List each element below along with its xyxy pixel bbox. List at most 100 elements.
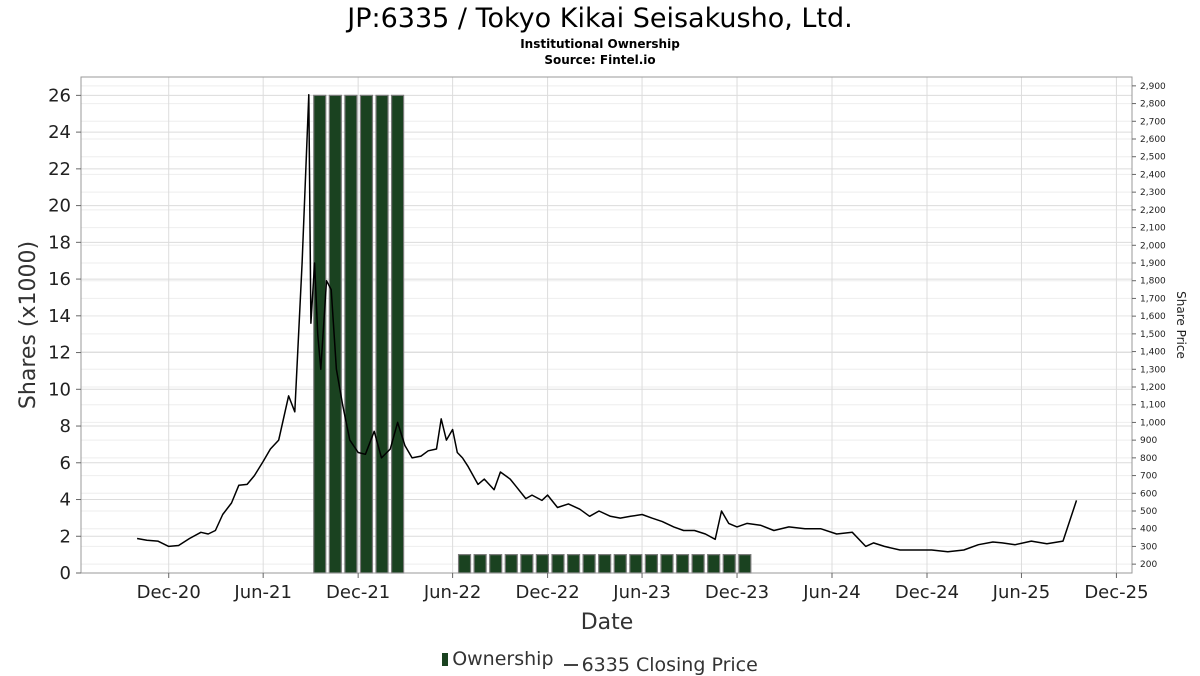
x-tick-label: Dec-25 [1084, 582, 1148, 603]
x-tick-label: Dec-21 [326, 582, 390, 603]
y-axis-label: Shares (x1000) [16, 241, 41, 409]
x-tick-label: Dec-24 [895, 582, 959, 603]
ownership-bar [344, 94, 358, 574]
right-tick-label: 600 [1140, 489, 1157, 499]
right-tick-label: 2,000 [1140, 241, 1166, 251]
ownership-bar [520, 554, 534, 574]
ownership-bar [675, 554, 690, 574]
right-tick-label: 2,300 [1140, 188, 1166, 198]
ownership-bar [489, 554, 503, 574]
right-tick-label: 2,400 [1140, 170, 1166, 180]
ownership-bar [390, 94, 405, 574]
closing-price-line [136, 93, 1078, 553]
right-tick-label: 2,900 [1140, 82, 1166, 92]
ownership-bar [504, 554, 518, 574]
left-tick-label: 22 [48, 159, 71, 180]
closing-price-path [136, 93, 1078, 553]
ownership-bar [660, 554, 674, 574]
right-tick-label: 1,900 [1140, 259, 1166, 269]
right-tick-label: 2,600 [1140, 135, 1166, 145]
ownership-bar [457, 554, 472, 574]
right-tick-label: 1,700 [1140, 294, 1166, 304]
legend-item-closing-price: 6335 Closing Price [563, 653, 758, 676]
plot-frame [80, 76, 1133, 574]
right-tick-label: 200 [1140, 560, 1157, 570]
ownership-bar [566, 554, 581, 574]
left-tick-label: 2 [60, 526, 71, 547]
right-axis-ticks: 200 300 400 500 600 700 800 900 1,000 1,100 1,200 1… [1132, 82, 1166, 570]
left-tick-label: 20 [48, 196, 71, 217]
x-tick-label: Dec-23 [705, 582, 769, 603]
x-tick-label: Jun-24 [802, 582, 861, 603]
right-tick-label: 700 [1140, 472, 1157, 482]
right-tick-label: 800 [1140, 454, 1157, 464]
left-tick-label: 24 [48, 122, 71, 143]
left-tick-label: 12 [48, 343, 71, 364]
ownership-bar [707, 554, 721, 574]
ownership-bars [313, 94, 752, 574]
x-tick-label: Jun-23 [612, 582, 671, 603]
ownership-bar [313, 94, 327, 574]
ownership-bar [473, 554, 487, 574]
legend-label-closing-price: 6335 Closing Price [581, 653, 758, 676]
x-tick-label: Dec-22 [515, 582, 579, 603]
ownership-bar [359, 94, 374, 574]
legend: Ownership 6335 Closing Price [0, 648, 1200, 676]
right-tick-label: 1,200 [1140, 383, 1166, 393]
ownership-bar [738, 554, 752, 574]
left-tick-label: 0 [60, 563, 71, 584]
right-tick-label: 1,500 [1140, 330, 1166, 340]
right-tick-label: 400 [1140, 525, 1157, 535]
legend-line-swatch [563, 663, 578, 666]
ownership-bar [535, 554, 550, 574]
right-tick-label: 900 [1140, 436, 1157, 446]
x-tick-label: Jun-22 [423, 582, 482, 603]
right-tick-label: 2,100 [1140, 224, 1166, 234]
left-tick-label: 4 [60, 490, 71, 511]
right-tick-label: 2,200 [1140, 206, 1166, 216]
legend-label-ownership: Ownership [452, 648, 554, 670]
x-tick-label: Jun-21 [233, 582, 292, 603]
left-tick-label: 26 [48, 85, 71, 106]
ownership-bar [644, 554, 658, 574]
right-tick-label: 1,000 [1140, 418, 1166, 428]
left-tick-label: 10 [48, 379, 71, 400]
chart-source: Source: Fintel.io [544, 53, 656, 67]
y2-axis-label: Share Price [1174, 291, 1188, 359]
right-tick-label: 2,800 [1140, 100, 1166, 110]
right-tick-label: 2,700 [1140, 117, 1166, 127]
grid [81, 77, 1132, 574]
right-tick-label: 1,100 [1140, 401, 1166, 411]
legend-item-ownership: Ownership [442, 648, 554, 670]
ownership-bar [551, 554, 565, 574]
right-tick-label: 1,300 [1140, 365, 1166, 375]
right-tick-label: 500 [1140, 507, 1157, 517]
ownership-bar [375, 94, 389, 574]
x-tick-label: Dec-20 [137, 582, 201, 603]
ownership-bar [582, 554, 596, 574]
x-axis-ticks: Dec-20 Jun-21 Dec-21 Jun-22 Dec-22 Jun-23 Dec-… [137, 573, 1149, 603]
x-tick-label: Jun-25 [992, 582, 1051, 603]
x-axis-label: Date [581, 610, 634, 635]
right-tick-label: 1,600 [1140, 312, 1166, 322]
left-tick-label: 18 [48, 232, 71, 253]
right-tick-label: 1,400 [1140, 348, 1166, 358]
ownership-bar [598, 554, 612, 574]
ownership-bar [691, 554, 705, 574]
right-tick-label: 2,500 [1140, 153, 1166, 163]
left-tick-label: 14 [48, 306, 71, 327]
chart-subtitle: Institutional Ownership [520, 37, 680, 51]
ownership-bar [629, 554, 643, 574]
right-tick-label: 1,800 [1140, 277, 1166, 287]
ownership-bar [328, 94, 342, 574]
left-tick-label: 16 [48, 269, 71, 290]
left-tick-label: 8 [60, 416, 71, 437]
left-tick-label: 6 [60, 453, 71, 474]
right-tick-label: 300 [1140, 542, 1157, 552]
ownership-bar [722, 554, 736, 574]
legend-bar-swatch [442, 652, 449, 666]
chart-title: JP:6335 / Tokyo Kikai Seisakusho, Ltd. [347, 3, 853, 34]
ownership-bar [613, 554, 627, 574]
